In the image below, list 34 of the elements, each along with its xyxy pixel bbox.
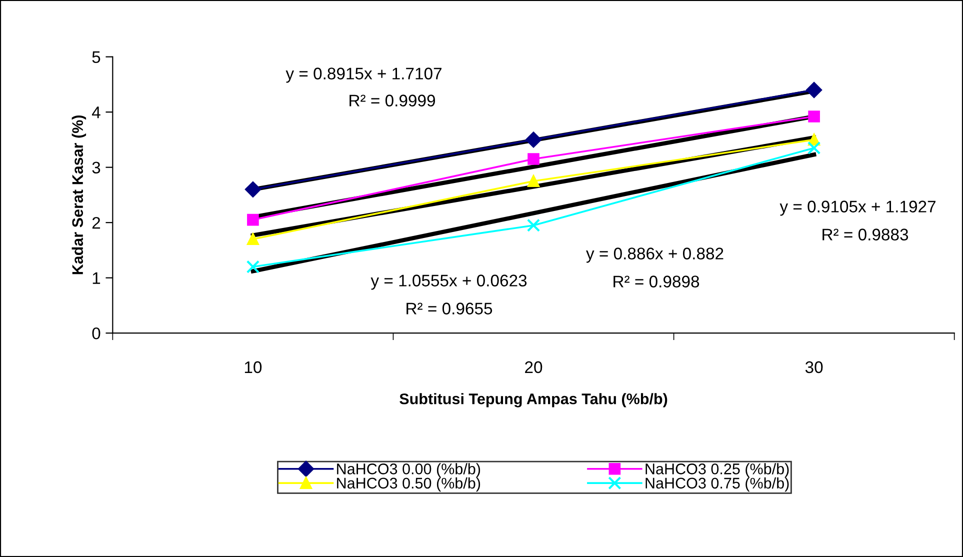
point [807,141,821,155]
y-tick-label: 5 [92,51,100,64]
point [247,214,259,226]
point [247,233,259,246]
point [528,153,540,165]
legend-label: NaHCO3 0.00 (%b/b) [337,463,480,478]
annotation: y = 0.886x + 0.882 [586,248,724,263]
point [526,132,542,148]
annotation: R² = 0.9655 [406,302,492,314]
y-axis-title: Kadar Serat Kasar (%) [72,115,86,274]
point [246,260,260,274]
point [526,218,540,232]
y-tick-label: 4 [92,106,100,118]
x-tick-label: 20 [525,361,542,374]
legend-label: NaHCO3 0.50 (%b/b) [337,477,480,492]
annotation: y = 0.8915x + 1.7107 [286,68,442,83]
annotation: R² = 0.9883 [822,228,908,240]
x-tick-label: 10 [244,361,262,374]
point [806,82,822,98]
point [528,175,540,188]
point [808,110,820,122]
y-tick-label: 1 [92,272,100,284]
y-tick-label: 0 [92,327,100,340]
annotation: R² = 0.9999 [350,94,435,106]
point [245,182,261,198]
annotation: y = 1.0555x + 0.0623 [370,274,527,290]
x-axis-title: Subtitusi Tepung Ampas Tahu (%b/b) [400,393,668,408]
annotation: R² = 0.9898 [614,276,700,288]
legend-label: NaHCO3 0.25 (%b/b) [646,463,789,478]
legend-label: NaHCO3 0.75 (%b/b) [646,477,789,492]
x-tick-label: 30 [805,361,823,374]
annotation: y = 0.9105x + 1.1927 [780,200,936,216]
y-tick-label: 3 [92,162,100,174]
y-tick-label: 2 [92,216,100,229]
